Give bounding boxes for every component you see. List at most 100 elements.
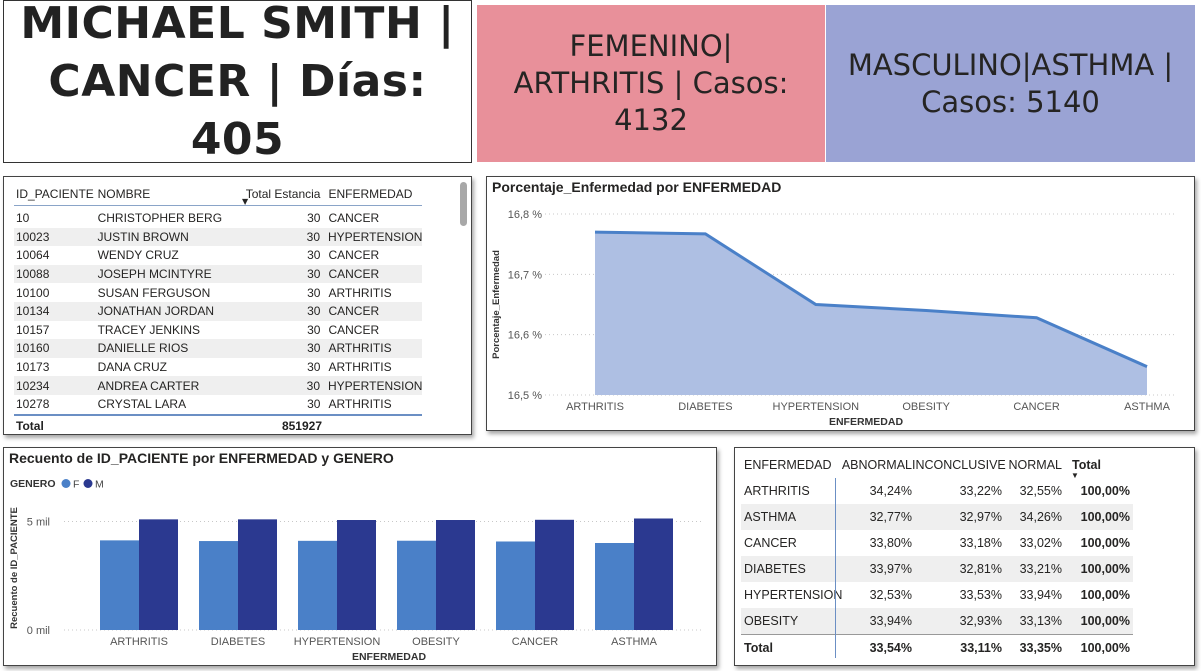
table-row[interactable]: 10160 DANIELLE RIOS 30 ARTHRITIS [14,339,422,358]
pivot-row[interactable]: ASTHMA 32,77% 32,97% 34,26% 100,00% [741,504,1133,530]
bar [397,540,436,630]
cell-enfermedad: CANCER [328,267,380,282]
table-row[interactable]: 10157 TRACEY JENKINS 30 CANCER [14,321,422,340]
cell-total-estancia: 30 [307,341,321,356]
pivot-header-abnormal[interactable]: ABNORMAL [841,458,912,472]
cell-total-estancia: 30 [306,229,320,244]
cell-enfermedad: HYPERTENSION [328,229,423,244]
bar [634,518,673,630]
pivot-total-abnormal: 33,54% [869,641,912,655]
pivot-cell-abnormal: 32,53% [869,588,912,602]
header-id[interactable]: ID_PACIENTE [16,187,94,201]
header-name[interactable]: NOMBRE [97,187,151,201]
table-scrollbar[interactable] [460,182,467,226]
bar [298,540,337,630]
cell-name: JUSTIN BROWN [97,229,189,244]
sort-desc-icon[interactable]: ▼ [1070,471,1079,480]
pivot-cell-abnormal: 33,97% [869,562,912,576]
pivot-cell-inconclusive: 33,18% [959,536,1002,550]
legend-title: GENERO [10,478,56,490]
cell-name: JOSEPH MCINTYRE [97,267,212,282]
cell-id: 10134 [16,304,50,319]
y-tick-label: 16,6 % [508,330,542,342]
x-tick-label: CANCER [1013,401,1060,413]
table-rows: 10 CHRISTOPHER BERG 30 CANCER 10023 JUSTIN BR… [14,209,422,414]
pivot-header-inconclusive[interactable]: INCONCLUSIVE [912,458,1006,472]
cell-name: JONATHAN JORDAN [97,304,215,319]
cell-id: 10100 [16,285,50,300]
pivot-cell-enfermedad: ASTHMA [744,510,797,524]
pivot-cell-total: 100,00% [1080,588,1130,602]
bar [199,541,238,630]
x-tick-label: ASTHMA [611,636,658,648]
table-row[interactable]: 10088 JOSEPH MCINTYRE 30 CANCER [14,264,422,284]
bar [535,519,574,630]
pivot-cell-normal: 33,13% [1019,614,1062,628]
table-row[interactable]: 10064 WENDY CRUZ 30 CANCER [14,246,422,265]
cell-enfermedad: CANCER [328,322,380,337]
table-row[interactable]: 10023 JUSTIN BROWN 30 HYPERTENSION [14,227,423,247]
pivot-cell-abnormal: 33,94% [869,614,912,628]
cell-id: 10064 [16,248,50,263]
x-tick-label: DIABETES [211,636,265,648]
cell-id: 10173 [16,360,50,375]
cell-name: DANIELLE RIOS [97,341,189,356]
x-tick-label: DIABETES [678,401,732,413]
cell-total-estancia: 30 [307,285,321,300]
patient-card-text: MICHAEL SMITH | CANCER | Días: 405 [20,0,455,165]
pivot-row[interactable]: ARTHRITIS 34,24% 33,22% 32,55% 100,00% [741,478,1133,504]
pivot-total-row: Total 33,54% 33,11% 33,35% 100,00% [741,634,1133,661]
pivot-cell-inconclusive: 32,93% [959,614,1002,628]
pivot-header-total[interactable]: Total ▼ [1070,458,1101,480]
pivot-cell-normal: 34,26% [1019,510,1062,524]
pivot-cell-normal: 33,21% [1019,562,1062,576]
pivot-cell-normal: 33,94% [1019,588,1062,602]
legend-marker [83,479,93,488]
header-total-estancia[interactable]: Total Estancia [245,187,321,201]
cell-enfermedad: CANCER [328,304,380,319]
cell-name: WENDY CRUZ [97,248,179,263]
pivot-header-normal[interactable]: NORMAL [1008,458,1062,472]
x-tick-label: ARTHRITIS [566,401,624,413]
bar [100,540,139,630]
pivot-cell-enfermedad: DIABETES [744,562,806,576]
cell-total-estancia: 30 [307,304,321,319]
pivot-total-label: Total [744,641,773,655]
area-chart: Porcentaje_Enfermedad por ENFERMEDAD 16,8… [486,176,1195,431]
x-tick-label: ARTHRITIS [110,636,168,648]
y-tick-label: 16,5 % [508,390,542,402]
table-row[interactable]: 10234 ANDREA CARTER 30 HYPERTENSION [14,376,422,395]
cell-name: SUSAN FERGUSON [97,285,211,300]
table-row[interactable]: 10134 JONATHAN JORDAN 30 CANCER [14,301,422,321]
cell-total-estancia: 30 [307,360,321,375]
pivot-cell-inconclusive: 32,97% [959,510,1002,524]
table-row[interactable]: 10173 DANA CRUZ 30 ARTHRITIS [14,358,422,377]
x-tick-label: ASTHMA [1124,401,1171,413]
table-row[interactable]: 10278 CRYSTAL LARA 30 ARTHRITIS [14,395,422,414]
sort-desc-icon[interactable]: ▼ [242,197,249,206]
cell-enfermedad: CANCER [328,211,380,226]
pivot-cell-enfermedad: HYPERTENSION [744,588,843,602]
cell-total-estancia: 30 [307,248,321,263]
pivot-header-enfermedad[interactable]: ENFERMEDAD [744,458,832,472]
cell-total-estancia: 30 [307,211,321,226]
pivot-row[interactable]: HYPERTENSION 32,53% 33,53% 33,94% 100,00% [741,582,1133,608]
pivot-table: ENFERMEDAD ABNORMAL INCONCLUSIVE NORMAL … [734,447,1195,666]
legend-marker [61,479,71,488]
pivot-cell-enfermedad: ARTHRITIS [744,484,810,498]
cell-total-estancia: 30 [307,267,321,282]
y-axis-title: Recuento de ID_PACIENTE [9,507,20,629]
total-label: Total [16,419,44,433]
pivot-cell-inconclusive: 33,22% [959,484,1002,498]
pivot-cell-total: 100,00% [1080,536,1130,550]
y-axis-title: Porcentaje_Enfermedad [491,250,502,359]
pivot-row[interactable]: OBESITY 33,94% 32,93% 33,13% 100,00% [741,608,1133,634]
table-row[interactable]: 10 CHRISTOPHER BERG 30 CANCER [14,209,422,228]
female-card-text: FEMENINO| ARTHRITIS | Casos: 4132 [513,29,789,137]
table-row[interactable]: 10100 SUSAN FERGUSON 30 ARTHRITIS [14,283,422,302]
pivot-row[interactable]: CANCER 33,80% 33,18% 33,02% 100,00% [741,530,1133,556]
pivot-row[interactable]: DIABETES 33,97% 32,81% 33,21% 100,00% [741,556,1133,582]
header-enfermedad[interactable]: ENFERMEDAD [328,187,413,201]
pivot-cell-normal: 32,55% [1019,484,1062,498]
legend-label: F [73,479,79,491]
